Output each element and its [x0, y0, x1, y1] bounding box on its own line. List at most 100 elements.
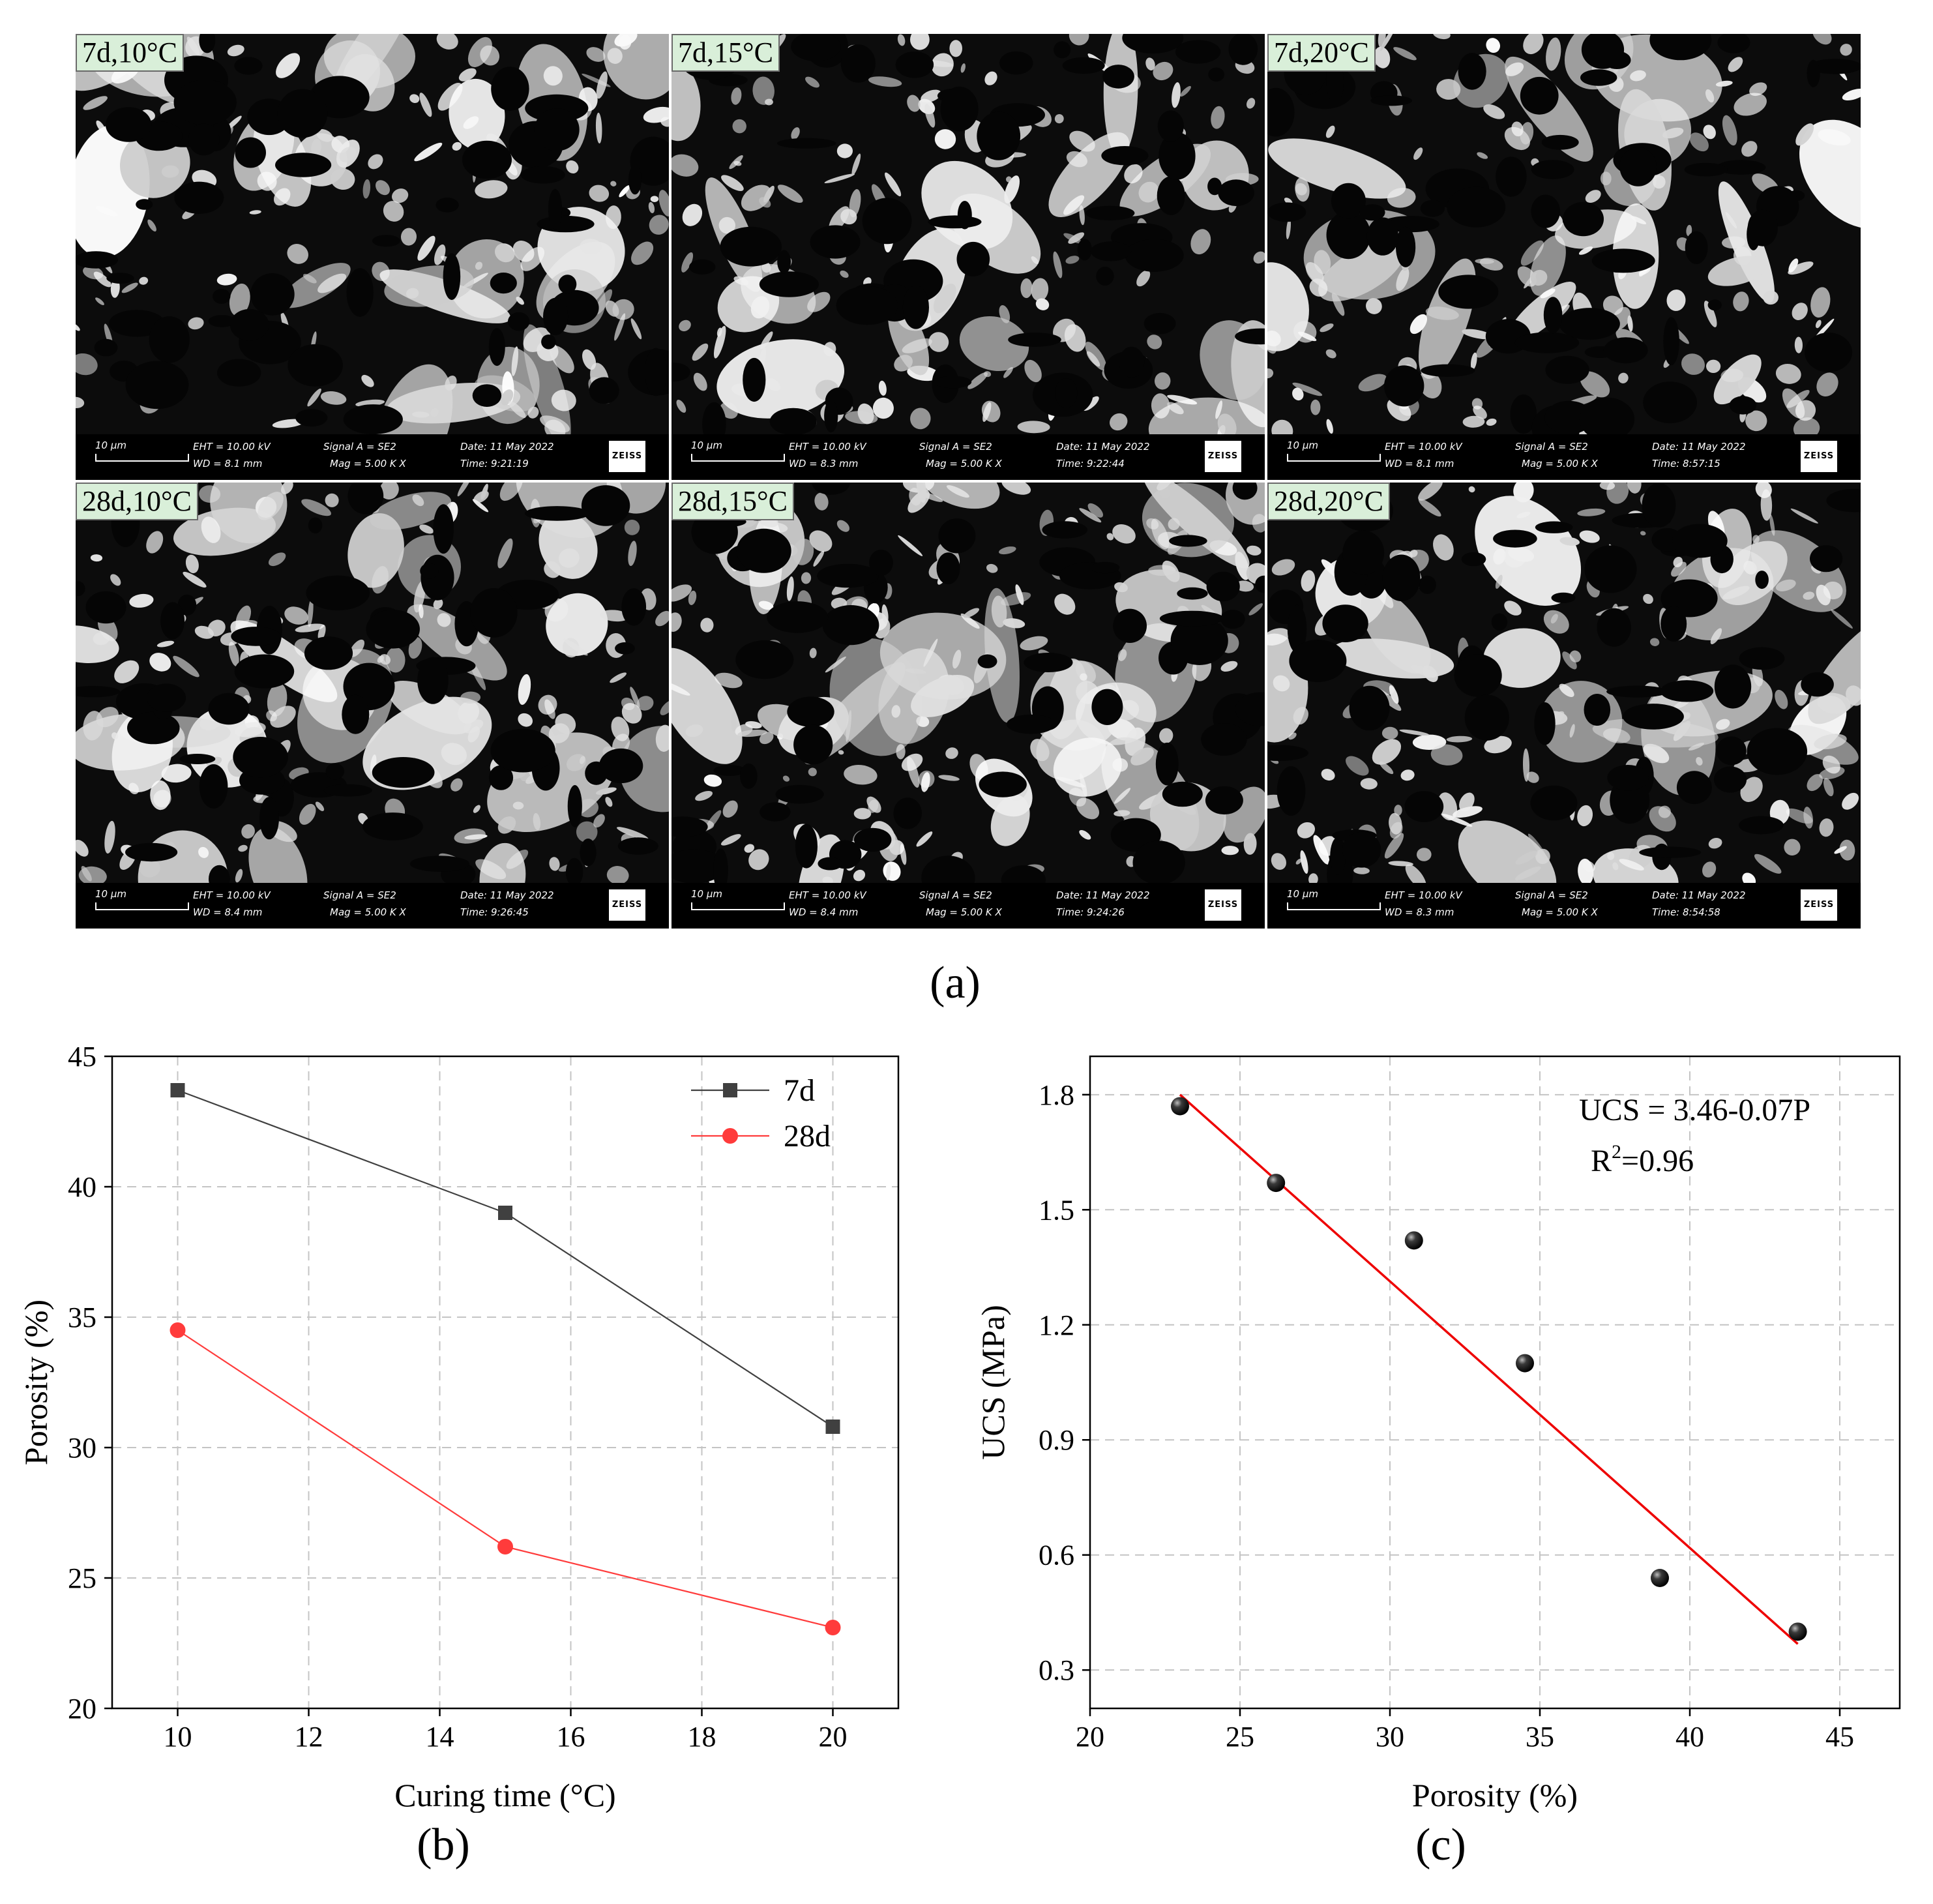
sem-micrograph	[76, 34, 669, 434]
sem-image-grid: 7d,10°C 10 μm EHT = 10.00 kV WD = 8.1 mm Sig…	[76, 34, 1862, 929]
x-tick-label: 40	[1675, 1721, 1704, 1753]
sem-date-text: Date: 11 May 2022	[1652, 441, 1746, 453]
sem-mag-text: Mag = 5.00 K X	[926, 458, 1002, 469]
sem-eht-text: EHT = 10.00 kV	[193, 441, 271, 453]
zeiss-logo: ZEISS	[1801, 441, 1837, 472]
porosity-curing-chart: 10 12 14 16 18 20 20 25 30 35 40 45 Curing time (°C)…	[18, 1041, 900, 1813]
x-tick-label: 25	[1226, 1721, 1254, 1753]
r2-value: =0.96	[1621, 1144, 1694, 1178]
sem-info-bar: 10 μm EHT = 10.00 kV WD = 8.3 mm Signal A =…	[671, 434, 1265, 480]
sem-signal-text: Signal A = SE2	[323, 441, 396, 453]
y-tick-label: 30	[68, 1432, 96, 1464]
sem-signal-text: Signal A = SE2	[919, 889, 992, 901]
caption-b: (b)	[417, 1820, 470, 1870]
r2-prefix: R	[1591, 1144, 1612, 1178]
sem-scale-text: 10 μm	[95, 888, 127, 900]
sem-eht-text: EHT = 10.00 kV	[789, 889, 866, 901]
x-tick-label: 35	[1526, 1721, 1554, 1753]
plot-frame	[1089, 1055, 1901, 1710]
sem-scale-text: 10 μm	[1287, 888, 1319, 900]
sem-signal-text: Signal A = SE2	[323, 889, 396, 901]
y-tick-label: 20	[68, 1693, 96, 1725]
y-tick-label: 0.3	[1039, 1654, 1074, 1686]
scale-bar	[95, 902, 189, 910]
sem-scale-text: 10 μm	[1287, 439, 1319, 451]
sem-wd-text: WD = 8.3 mm	[1385, 906, 1454, 918]
sem-date-text: Date: 11 May 2022	[1652, 889, 1746, 901]
sem-eht-text: EHT = 10.00 kV	[789, 441, 866, 453]
ucs-porosity-chart: 20 25 30 35 40 45 0.3 0.6 0.9 1.2 1.5 1.8 Porosity (…	[975, 1055, 1901, 1813]
sem-signal-text: Signal A = SE2	[919, 441, 992, 453]
sem-date-text: Date: 11 May 2022	[460, 889, 554, 901]
data-point	[1651, 1569, 1669, 1587]
sem-eht-text: EHT = 10.00 kV	[193, 889, 271, 901]
zeiss-logo: ZEISS	[1801, 889, 1837, 921]
sem-scale-text: 10 μm	[95, 439, 127, 451]
sem-panel: 7d,15°C 10 μm EHT = 10.00 kV WD = 8.3 mm Sig…	[671, 34, 1265, 480]
sem-scale-text: 10 μm	[691, 439, 723, 451]
sem-eht-text: EHT = 10.00 kV	[1385, 441, 1462, 453]
sem-wd-text: WD = 8.1 mm	[1385, 458, 1454, 469]
sem-info-bar: 10 μm EHT = 10.00 kV WD = 8.3 mm Signal A =…	[1267, 883, 1861, 929]
r2-superscript: 2	[1612, 1141, 1621, 1163]
y-tick-label: 0.9	[1039, 1424, 1074, 1456]
sem-time-text: Time: 9:22:44	[1056, 458, 1125, 469]
sem-info-bar: 10 μm EHT = 10.00 kV WD = 8.4 mm Signal A =…	[671, 883, 1265, 929]
series-line-28d	[177, 1330, 833, 1629]
sem-micrograph	[1267, 34, 1861, 434]
y-tick-label: 0.6	[1039, 1540, 1074, 1571]
sem-mag-text: Mag = 5.00 K X	[330, 458, 406, 469]
sem-panel: 28d,15°C 10 μm EHT = 10.00 kV WD = 8.4 mm Si…	[671, 483, 1265, 929]
sem-time-text: Time: 8:57:15	[1652, 458, 1720, 469]
data-point	[1171, 1097, 1189, 1116]
sem-panel: 28d,10°C 10 μm EHT = 10.00 kV WD = 8.4 mm Si…	[76, 483, 669, 929]
zeiss-logo: ZEISS	[1205, 889, 1241, 921]
zeiss-logo: ZEISS	[609, 889, 645, 921]
y-tick-label: 1.5	[1039, 1194, 1074, 1226]
sem-wd-text: WD = 8.1 mm	[193, 458, 263, 469]
sem-wd-text: WD = 8.4 mm	[789, 906, 859, 918]
sem-mag-text: Mag = 5.00 K X	[1522, 906, 1598, 918]
scale-bar	[691, 454, 785, 462]
scale-bar	[691, 902, 785, 910]
x-tick-label: 16	[557, 1721, 585, 1753]
sem-micrograph	[671, 34, 1265, 434]
sem-panel: 28d,20°C 10 μm EHT = 10.00 kV WD = 8.3 mm Si…	[1267, 483, 1861, 929]
caption-c: (c)	[1415, 1820, 1466, 1870]
scale-bar	[1287, 902, 1381, 910]
sem-panel-label: 28d,10°C	[76, 483, 198, 520]
fit-equation: UCS = 3.46-0.07P	[1579, 1093, 1810, 1127]
y-axis-title: Porosity (%)	[18, 1300, 54, 1465]
x-axis-title: Curing time (°C)	[394, 1777, 615, 1813]
sem-info-bar: 10 μm EHT = 10.00 kV WD = 8.1 mm Signal A =…	[76, 434, 669, 480]
legend-marker-7d	[723, 1083, 737, 1097]
data-point-28d	[825, 1620, 841, 1635]
sem-panel-label: 7d,10°C	[76, 34, 184, 72]
y-tick-label: 1.8	[1039, 1079, 1074, 1111]
sem-info-bar: 10 μm EHT = 10.00 kV WD = 8.4 mm Signal A =…	[76, 883, 669, 929]
zeiss-logo: ZEISS	[1205, 441, 1241, 472]
legend-marker-28d	[722, 1128, 738, 1144]
x-tick-label: 45	[1825, 1721, 1854, 1753]
legend-label-28d: 28d	[784, 1119, 831, 1153]
x-tick-label: 20	[1076, 1721, 1104, 1753]
sem-panel: 7d,20°C 10 μm EHT = 10.00 kV WD = 8.1 mm Sig…	[1267, 34, 1861, 480]
sem-mag-text: Mag = 5.00 K X	[330, 906, 406, 918]
data-point	[1788, 1622, 1807, 1641]
sem-time-text: Time: 9:21:19	[460, 458, 529, 469]
sem-panel-label: 7d,15°C	[671, 34, 780, 72]
x-tick-label: 12	[295, 1721, 323, 1753]
data-point	[1516, 1354, 1534, 1373]
zeiss-logo: ZEISS	[609, 441, 645, 472]
legend-label-7d: 7d	[784, 1073, 815, 1108]
sem-mag-text: Mag = 5.00 K X	[1522, 458, 1598, 469]
sem-time-text: Time: 9:26:45	[460, 906, 529, 918]
data-point-7d	[825, 1420, 840, 1434]
data-point	[1404, 1231, 1423, 1250]
sem-signal-text: Signal A = SE2	[1515, 889, 1588, 901]
y-tick-label: 25	[68, 1562, 96, 1594]
y-tick-label: 45	[68, 1041, 96, 1073]
sem-micrograph	[671, 483, 1265, 883]
x-tick-label: 20	[819, 1721, 848, 1753]
sem-time-text: Time: 8:54:58	[1652, 906, 1720, 918]
